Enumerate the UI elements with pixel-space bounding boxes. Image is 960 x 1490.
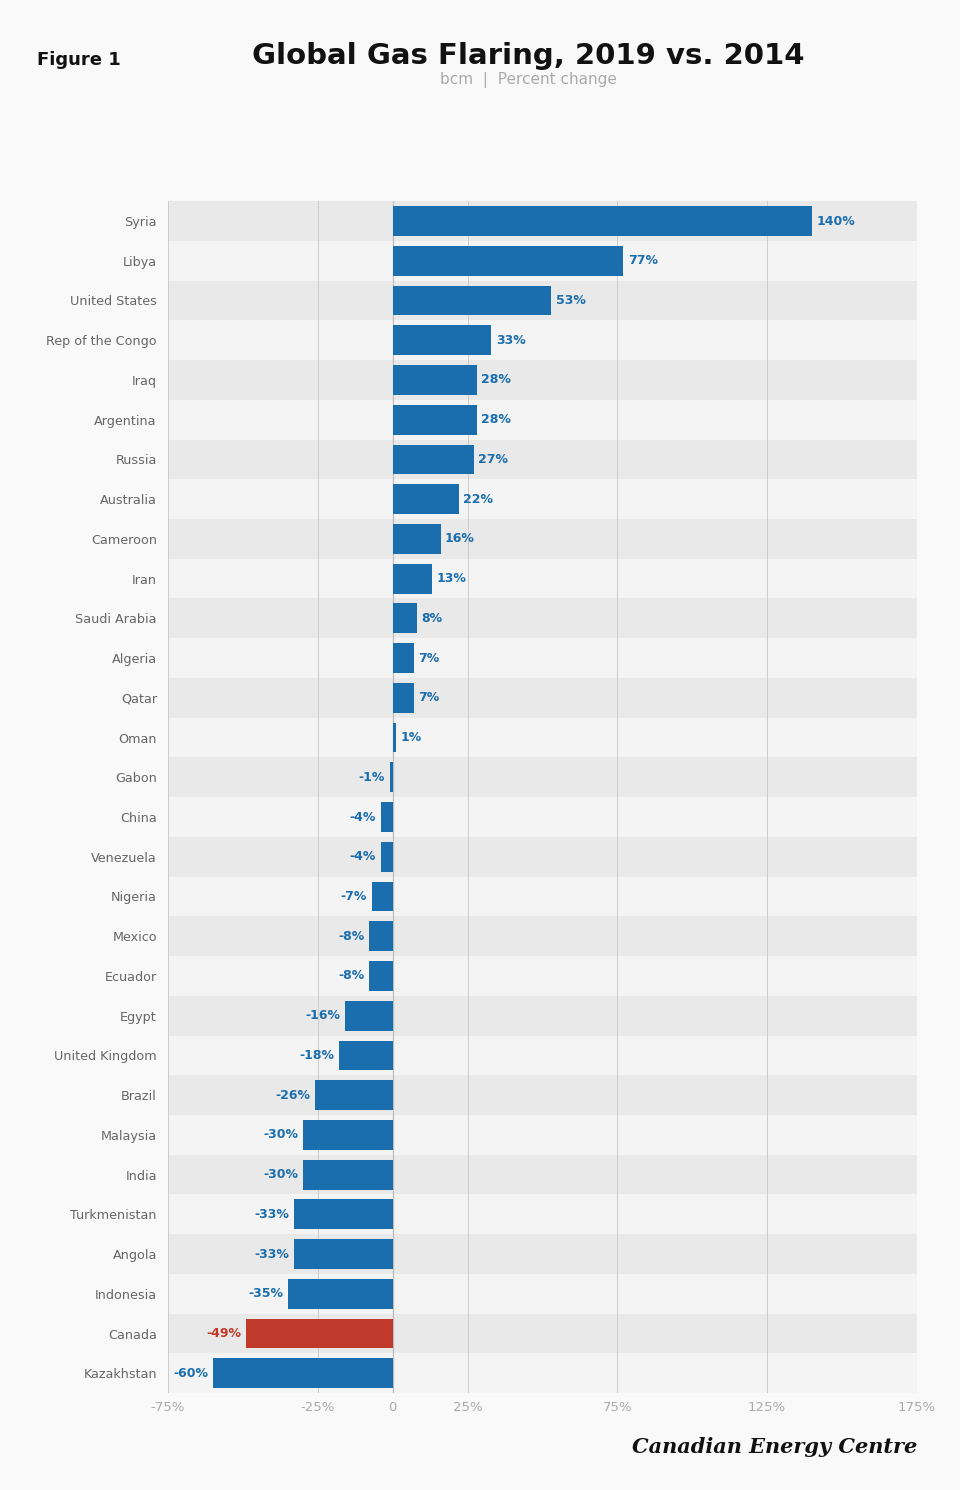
Bar [168,638,917,678]
Bar [168,320,917,361]
Bar [294,1240,393,1269]
Bar [168,241,917,280]
Text: -18%: -18% [300,1049,334,1062]
Text: -26%: -26% [276,1089,310,1101]
Text: -30%: -30% [263,1168,299,1182]
Bar [381,842,393,872]
Bar [339,1040,393,1070]
Bar [393,524,441,554]
Bar [168,1274,917,1314]
Text: 7%: 7% [419,691,440,705]
Bar [288,1278,393,1308]
Bar [168,1195,917,1234]
Bar [168,1314,917,1353]
Bar [168,797,917,837]
Bar [369,961,393,991]
Bar [393,206,812,235]
Text: 27%: 27% [478,453,508,466]
Bar [393,405,476,435]
Bar [168,1036,917,1076]
Text: -16%: -16% [305,1009,340,1022]
Bar [168,837,917,876]
Text: -8%: -8% [338,930,364,943]
Bar [345,1001,393,1031]
Text: 16%: 16% [445,532,475,545]
Bar [168,757,917,797]
Bar [168,280,917,320]
Bar [393,682,414,712]
Bar [168,957,917,995]
Bar [168,1076,917,1115]
Text: -30%: -30% [263,1128,299,1141]
Bar [381,802,393,831]
Text: 53%: 53% [556,294,586,307]
Bar [168,995,917,1036]
Text: -49%: -49% [206,1328,241,1340]
Text: bcm  |  Percent change: bcm | Percent change [440,72,616,88]
Bar [168,876,917,916]
Bar [168,399,917,440]
Text: 28%: 28% [481,374,511,386]
Bar [168,1353,917,1393]
Bar [168,718,917,757]
Text: -33%: -33% [254,1247,289,1261]
Text: 140%: 140% [816,215,855,228]
Bar [393,325,492,355]
Text: Global Gas Flaring, 2019 vs. 2014: Global Gas Flaring, 2019 vs. 2014 [252,42,804,70]
Bar [393,365,476,395]
Bar [168,519,917,559]
Bar [393,723,396,752]
Bar [168,599,917,638]
Bar [294,1199,393,1229]
Text: 22%: 22% [463,493,493,505]
Bar [393,286,551,316]
Bar [393,603,417,633]
Bar [369,921,393,951]
Bar [390,763,393,793]
Text: 77%: 77% [628,255,658,267]
Bar [315,1080,393,1110]
Bar [393,444,473,474]
Bar [393,563,432,593]
Text: -60%: -60% [174,1366,208,1380]
Text: 28%: 28% [481,413,511,426]
Text: -8%: -8% [338,970,364,982]
Text: 13%: 13% [436,572,466,586]
Text: Figure 1: Figure 1 [37,51,121,69]
Bar [302,1159,393,1189]
Bar [168,1115,917,1155]
Bar [168,440,917,480]
Bar [168,559,917,599]
Bar [168,361,917,399]
Bar [393,246,623,276]
Text: -1%: -1% [359,770,385,784]
Bar [372,882,393,912]
Bar [168,1155,917,1195]
Bar [302,1120,393,1150]
Text: Canadian Energy Centre: Canadian Energy Centre [632,1438,917,1457]
Text: 8%: 8% [421,612,443,624]
Text: -4%: -4% [349,851,376,863]
Bar [393,484,459,514]
Text: 7%: 7% [419,651,440,665]
Bar [168,678,917,718]
Text: 33%: 33% [496,334,526,347]
Bar [168,916,917,957]
Bar [168,480,917,519]
Bar [246,1319,393,1348]
Bar [393,644,414,673]
Text: -33%: -33% [254,1208,289,1220]
Bar [213,1359,393,1389]
Text: -7%: -7% [341,890,367,903]
Bar [168,201,917,241]
Text: -35%: -35% [249,1287,283,1301]
Text: -4%: -4% [349,811,376,824]
Text: 1%: 1% [400,732,421,744]
Bar [168,1234,917,1274]
